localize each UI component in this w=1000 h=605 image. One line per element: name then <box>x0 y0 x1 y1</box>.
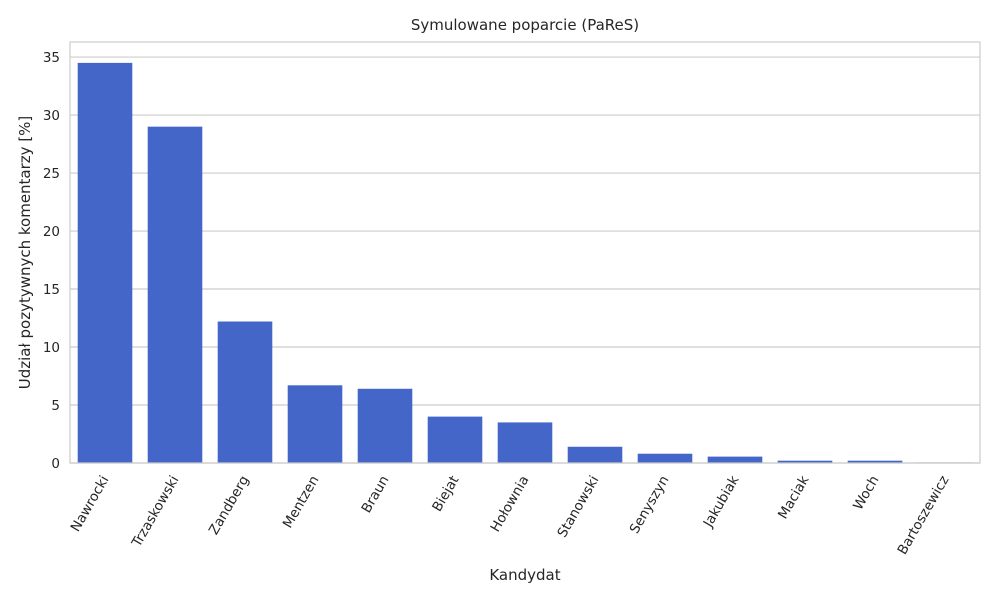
y-tick-label: 0 <box>51 456 60 472</box>
x-tick-label: Bartoszewicz <box>894 473 952 558</box>
y-tick-labels: 0 5 10 15 20 25 30 35 <box>43 50 60 472</box>
x-tick-label: Woch <box>850 473 882 513</box>
bar <box>707 456 763 463</box>
x-tick-label: Zandberg <box>206 473 253 538</box>
y-axis-label: Udział pozytywnych komentarzy [%] <box>16 116 34 390</box>
x-tick-labels: Nawrocki Trzaskowski Zandberg Mentzen Braun B… <box>68 473 953 558</box>
x-tick-label: Jakubiak <box>700 473 743 531</box>
y-tick-label: 20 <box>43 224 60 240</box>
bar <box>777 460 833 463</box>
x-tick-label: Mentzen <box>280 473 323 531</box>
x-tick-label: Braun <box>359 473 393 516</box>
bar <box>357 388 413 463</box>
y-tick-label: 5 <box>51 398 60 414</box>
y-tick-label: 25 <box>43 166 60 182</box>
y-tick-label: 15 <box>43 282 60 298</box>
x-axis-label: Kandydat <box>489 566 560 584</box>
bar <box>637 453 693 463</box>
bar <box>77 62 133 463</box>
x-tick-label: Stanowski <box>554 473 602 540</box>
bar <box>847 460 903 463</box>
y-tick-label: 35 <box>43 50 60 66</box>
plot-frame <box>69 41 981 464</box>
y-tick-label: 30 <box>43 108 60 124</box>
bar <box>147 126 203 463</box>
bar <box>287 385 343 463</box>
x-tick-label: Hołownia <box>488 473 533 535</box>
x-tick-label: Nawrocki <box>68 473 113 535</box>
bar <box>427 416 483 463</box>
x-tick-label: Trzaskowski <box>128 473 182 551</box>
bar <box>497 422 553 463</box>
plot-area <box>70 42 980 463</box>
x-tick-label: Senyszyn <box>627 473 673 537</box>
axes-frame <box>69 41 981 464</box>
bar <box>567 446 623 463</box>
x-tick-label: Biejat <box>429 473 462 514</box>
bars <box>77 62 973 463</box>
chart-title: Symulowane poparcie (PaReS) <box>411 16 639 34</box>
x-tick-label: Maciak <box>775 473 813 522</box>
bar <box>217 321 273 463</box>
y-tick-label: 10 <box>43 340 60 356</box>
